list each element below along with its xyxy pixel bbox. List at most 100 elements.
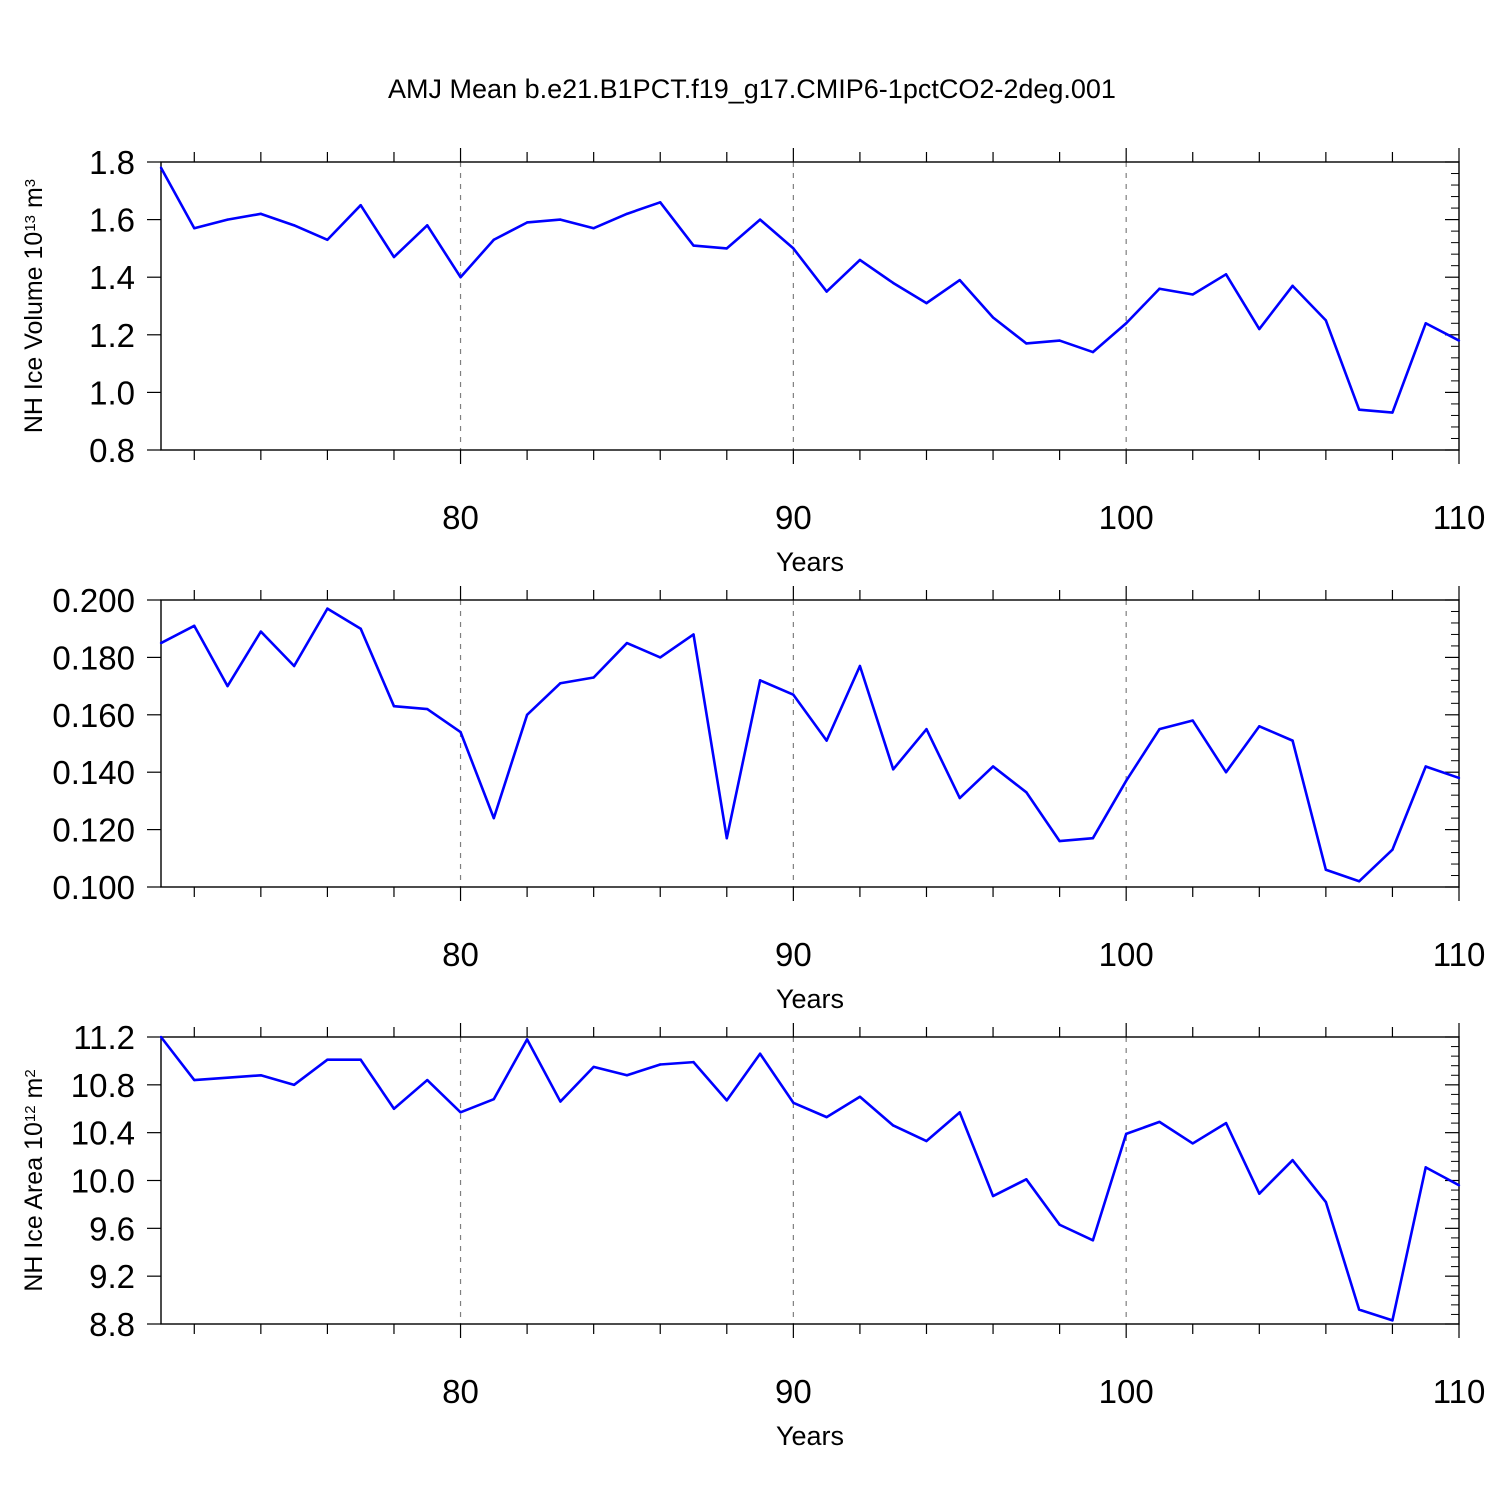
data-point (326, 1058, 329, 1061)
data-point (725, 247, 728, 250)
y-tick-label: 10.8 (71, 1067, 135, 1104)
series-line (159, 1036, 1460, 1322)
data-point (1091, 837, 1095, 840)
data-point (1391, 411, 1394, 414)
data-point (659, 201, 662, 204)
y-tick-label: 0.120 (52, 812, 135, 849)
data-point (359, 204, 362, 207)
x-tick-label: 90 (775, 936, 812, 973)
y-tick-label: 10.4 (71, 1115, 135, 1152)
x-tick-label: 100 (1099, 936, 1154, 973)
y-tick-label: 1.8 (89, 144, 135, 181)
data-point (925, 727, 928, 731)
data-point (426, 707, 429, 711)
data-point (1224, 771, 1228, 774)
data-point (625, 641, 629, 645)
data-point (392, 255, 396, 259)
x-axis-label: Years (776, 547, 844, 577)
y-tick-label: 0.100 (52, 869, 135, 906)
x-tick-label: 100 (1099, 499, 1154, 536)
data-point (925, 301, 928, 305)
data-point (525, 221, 529, 224)
data-point (492, 1097, 496, 1101)
panel-3: 8.8 9.2 9.6 10.0 10.4 10.8 11.2 80 90 100 110 Years… (20, 1019, 1485, 1451)
y-tick-label: 0.8 (89, 432, 135, 469)
data-point (1357, 1308, 1361, 1311)
data-point (559, 682, 562, 685)
series-line (159, 167, 1460, 414)
x-tick-label: 90 (775, 1373, 812, 1410)
data-point (991, 316, 995, 319)
y-tick-label: 1.4 (89, 259, 135, 296)
data-point (226, 684, 229, 688)
x-tick-label: 110 (1433, 936, 1486, 973)
data-point (1158, 1120, 1161, 1124)
data-point (159, 641, 163, 645)
data-point (559, 218, 562, 221)
data-point (1424, 322, 1427, 325)
data-point (1091, 350, 1095, 354)
y-tick-label: 0.180 (52, 639, 135, 676)
figure-title: AMJ Mean b.e21.B1PCT.f19_g17.CMIP6-1pctC… (388, 74, 1116, 104)
data-point (193, 624, 196, 628)
y-tick-label: 10.0 (71, 1163, 135, 1200)
data-point (792, 247, 795, 250)
data-point (492, 238, 496, 241)
y-axis-label: NH Ice Area 1012 m2 (20, 1069, 48, 1291)
data-point (426, 1078, 429, 1082)
y-tick-label: 9.6 (89, 1210, 135, 1247)
data-point (259, 630, 263, 633)
data-point (1025, 791, 1028, 794)
data-point (1291, 1158, 1294, 1162)
data-point (1424, 765, 1427, 768)
data-point (1258, 725, 1261, 728)
data-point (825, 290, 828, 293)
data-point (792, 1101, 795, 1104)
data-point (1391, 848, 1394, 851)
data-point (725, 1099, 728, 1102)
data-point (758, 1052, 762, 1055)
data-point (1291, 739, 1294, 742)
data-point (858, 664, 862, 668)
data-point (426, 224, 429, 227)
data-point (559, 1100, 562, 1103)
data-point (1124, 1132, 1128, 1136)
plot-frame (160, 599, 1460, 888)
data-point (725, 837, 728, 840)
y-tick-label: 0.200 (52, 582, 135, 619)
series-line (160, 607, 1460, 883)
data-point (292, 1083, 296, 1087)
y-tick-label: 8.8 (89, 1306, 135, 1343)
data-point (1191, 719, 1194, 722)
data-point (292, 664, 296, 668)
data-point (592, 676, 595, 679)
data-point (958, 796, 961, 800)
data-point (459, 276, 462, 279)
data-point (991, 765, 995, 768)
x-tick-label: 110 (1433, 499, 1486, 536)
data-point (1058, 339, 1061, 342)
data-point (259, 212, 263, 216)
x-tick-label: 100 (1099, 1373, 1154, 1410)
data-point (1457, 776, 1461, 780)
data-point (159, 166, 163, 169)
data-point (1357, 408, 1361, 411)
data-point (858, 258, 862, 262)
y-tick-label: 0.160 (52, 697, 135, 734)
x-axis-label: Years (776, 984, 844, 1014)
x-tick-label: 80 (442, 1373, 479, 1410)
data-point (659, 656, 662, 659)
data-point (1357, 880, 1361, 883)
y-tick-label: 1.2 (89, 317, 135, 354)
data-point (326, 607, 329, 610)
data-point (659, 1063, 662, 1066)
data-point (326, 238, 329, 241)
data-point (159, 1035, 163, 1039)
data-point (758, 679, 762, 682)
data-point (1457, 1184, 1461, 1187)
x-tick-label: 110 (1433, 1373, 1486, 1410)
data-point (1324, 319, 1328, 322)
data-point (1457, 339, 1461, 342)
data-point (1424, 1166, 1427, 1169)
